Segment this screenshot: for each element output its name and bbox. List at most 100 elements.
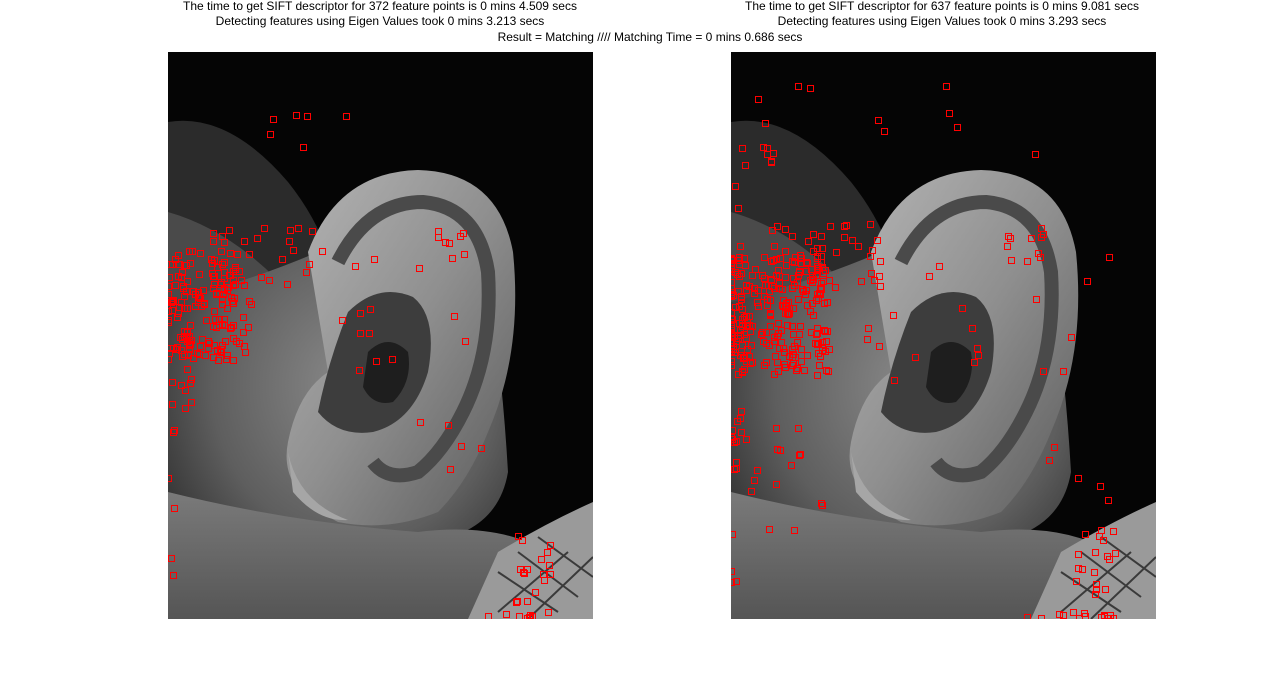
feature-point-marker [753,467,761,475]
feature-point-marker [731,362,735,369]
feature-point-marker [213,291,221,299]
feature-point-marker [187,341,195,349]
feature-point-marker [925,272,933,280]
feature-point-marker [218,300,226,308]
feature-point-marker [168,273,173,281]
feature-point-marker [911,354,919,362]
feature-point-marker [969,324,977,332]
feature-point-marker [863,335,871,343]
feature-point-marker [1028,235,1035,243]
feature-point-marker [795,331,803,339]
feature-point-marker [749,271,756,279]
feature-point-marker [1091,569,1098,576]
feature-point-marker [538,555,546,563]
feature-point-marker [189,247,196,255]
feature-point-marker [759,328,767,336]
feature-point-marker [784,322,792,330]
feature-point-marker [503,611,511,619]
feature-point-marker [181,293,189,301]
feature-point-marker [210,307,218,315]
feature-point-marker [1055,611,1063,619]
feature-point-marker [1037,233,1045,241]
feature-point-marker [891,377,899,385]
feature-point-marker [731,256,736,264]
feature-point-marker [766,312,774,320]
feature-point-marker [813,267,821,275]
feature-point-marker [780,296,788,304]
feature-point-marker [868,247,876,255]
feature-point-marker [218,295,226,303]
feature-point-marker [216,322,224,330]
feature-point-marker [877,283,885,290]
feature-point-marker [540,576,548,584]
feature-point-marker [808,300,816,308]
feature-point-marker [819,263,827,271]
feature-point-marker [781,348,789,356]
feature-point-marker [761,274,769,282]
feature-point-marker [796,267,804,275]
feature-point-marker [352,263,359,270]
feature-point-marker [223,351,231,359]
left-feature-markers [168,52,593,619]
feature-point-marker [959,304,967,312]
feature-point-marker [302,268,310,276]
feature-point-marker [740,255,748,263]
feature-point-marker [818,500,826,508]
feature-point-marker [221,337,229,345]
feature-point-marker [295,225,302,233]
feature-point-marker [356,367,364,375]
feature-point-marker [742,334,750,342]
feature-point-marker [168,307,172,315]
feature-point-marker [789,359,797,367]
feature-point-marker [731,578,736,586]
feature-point-marker [221,259,228,267]
feature-point-marker [168,401,176,408]
feature-point-marker [176,333,184,341]
feature-point-marker [753,298,761,306]
feature-point-marker [240,342,248,350]
feature-point-marker [806,308,814,316]
feature-point-marker [1059,367,1067,375]
right-caption-sift-time: The time to get SIFT descriptor for 637 … [745,0,1139,13]
feature-point-marker [771,284,779,292]
feature-point-marker [484,613,492,619]
feature-point-marker [1105,497,1112,505]
feature-point-marker [866,252,874,260]
feature-point-marker [168,319,172,327]
feature-point-marker [267,130,275,138]
feature-point-marker [183,328,191,336]
feature-point-marker [239,314,247,322]
feature-point-marker [761,292,769,300]
feature-point-marker [196,249,204,257]
feature-point-marker [209,323,217,331]
feature-point-marker [179,268,187,276]
feature-point-marker [1100,536,1108,544]
feature-point-marker [289,246,297,254]
feature-point-marker [239,329,247,336]
left-ear-image [168,52,593,619]
feature-point-marker [195,288,203,296]
feature-point-marker [339,317,347,325]
feature-point-marker [791,254,799,262]
feature-point-marker [220,239,228,246]
feature-point-marker [170,428,177,436]
feature-point-marker [1112,549,1120,557]
feature-point-marker [789,258,797,266]
feature-point-marker [763,359,771,367]
feature-point-marker [1093,581,1100,588]
feature-point-marker [801,366,808,374]
feature-point-marker [813,325,821,333]
feature-point-marker [785,304,793,312]
feature-point-marker [234,250,241,258]
feature-point-marker [768,159,776,166]
feature-point-marker [858,277,866,285]
feature-point-marker [824,367,832,375]
feature-point-marker [794,425,802,433]
feature-point-marker [194,299,202,306]
feature-point-marker [204,337,212,345]
feature-point-marker [772,424,780,432]
feature-point-marker [1102,585,1109,593]
feature-point-marker [278,256,286,264]
feature-point-marker [765,281,772,289]
feature-point-marker [261,225,269,233]
